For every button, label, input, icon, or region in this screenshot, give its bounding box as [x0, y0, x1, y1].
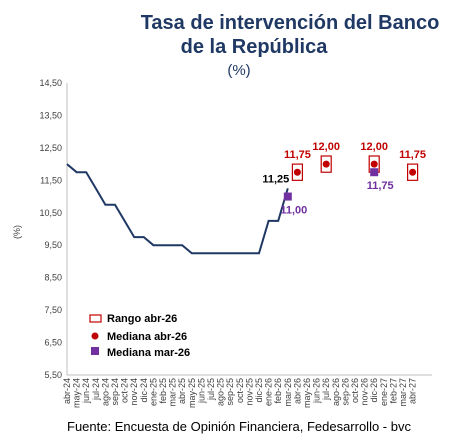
median-dot [322, 160, 330, 168]
x-tick-label: nov-25 [244, 378, 254, 406]
x-tick-labels: abr-24 may-24 jun-24 jul-24 ago-24 sep-24 oct-… [62, 378, 418, 408]
range-boxes [291, 155, 419, 181]
median-square [370, 168, 379, 177]
legend-swatch-median-apr [91, 332, 99, 340]
median-dot [293, 168, 301, 176]
median-dot [409, 168, 417, 176]
median-dots [293, 160, 417, 176]
x-tick-label: oct-25 [235, 378, 245, 403]
data-label-median-apr: 12,00 [312, 141, 340, 153]
x-tick-label: ene-25 [148, 378, 158, 406]
x-tick-label: jun-26 [312, 378, 322, 404]
x-tick-label: jun-25 [196, 378, 206, 404]
x-tick-label: ago-24 [100, 378, 110, 406]
x-tick-label: feb-27 [388, 378, 398, 404]
median-square [283, 192, 292, 201]
data-label-median-apr: 11,75 [399, 149, 426, 161]
range-box [320, 155, 332, 173]
chart-unit: (%) [227, 62, 250, 79]
x-tick-label: ene-27 [379, 378, 389, 406]
x-tick-label: mar-26 [283, 378, 293, 407]
legend-swatch-median-mar [91, 347, 99, 355]
x-tick-label: jul-26 [321, 378, 331, 401]
y-tick-label: 8,50 [44, 273, 62, 283]
x-tick-label: dic-25 [254, 378, 264, 403]
x-tick-label: feb-26 [273, 378, 283, 404]
data-label-median-apr: 12,00 [360, 141, 388, 153]
data-label-median-apr: 11,75 [284, 149, 311, 161]
x-tick-label: jul-25 [206, 378, 216, 401]
chart-title: Tasa de intervención del Banco [141, 12, 440, 34]
x-tick-label: may-25 [187, 378, 197, 408]
x-tick-label: dic-24 [139, 378, 149, 403]
x-tick-label: abr-25 [177, 378, 187, 404]
chart-title-line2: de la República [181, 36, 329, 58]
x-tick-label: oct-24 [120, 378, 130, 403]
x-tick-label: sep-24 [110, 378, 120, 406]
x-tick-label: abr-27 [408, 378, 418, 404]
series-line-policy-rate [66, 163, 289, 255]
legend: Rango abr-26 Mediana abr-26 Mediana mar-… [89, 313, 190, 359]
x-tick-label: sep-26 [340, 378, 350, 406]
data-label-last-value: 11,25 [262, 173, 289, 185]
x-tick-label: abr-24 [62, 378, 72, 404]
data-label-median-mar: 11,00 [280, 205, 307, 217]
x-tick-label: nov-24 [129, 378, 139, 406]
y-tick-label: 13,50 [39, 110, 62, 120]
y-tick-label: 11,50 [40, 175, 62, 185]
x-tick-label: may-26 [302, 378, 312, 408]
legend-label-range: Rango abr-26 [107, 313, 177, 325]
y-tick-label: 10,50 [39, 208, 62, 218]
data-label-median-mar: 11,75 [367, 180, 394, 192]
x-tick-label: may-24 [72, 378, 82, 408]
legend-label-median-mar: Mediana mar-26 [107, 347, 190, 359]
median-squares [283, 168, 379, 201]
y-tick-label: 6,50 [44, 338, 62, 348]
y-tick-label: 12,50 [39, 143, 62, 153]
x-tick-label: feb-25 [158, 378, 168, 404]
source-note: Fuente: Encuesta de Opinión Financiera, … [67, 419, 411, 434]
y-tick-label: 9,50 [44, 240, 62, 250]
legend-label-median-apr: Mediana abr-26 [107, 331, 187, 343]
range-box [291, 163, 303, 181]
y-axis-label: (%) [12, 225, 22, 239]
x-tick-label: ene-26 [264, 378, 274, 406]
median-dot [370, 160, 378, 168]
x-tick-label: mar-25 [168, 378, 178, 407]
x-tick-label: ago-25 [216, 378, 226, 406]
x-tick-label: abr-26 [292, 378, 302, 404]
y-tick-label: 5,50 [44, 370, 62, 380]
x-tick-label: mar-27 [398, 378, 408, 407]
legend-swatch-range [89, 314, 102, 323]
x-tick-label: nov-26 [360, 378, 370, 406]
y-tick-labels: 14,50 13,50 12,50 11,50 10,50 9,50 8,50 7,50 6,5… [39, 78, 62, 380]
x-tick-label: ago-26 [331, 378, 341, 406]
range-box [407, 163, 419, 181]
y-tick-label: 7,50 [44, 305, 62, 315]
x-tick-label: oct-26 [350, 378, 360, 403]
x-tick-label: sep-25 [225, 378, 235, 406]
y-tick-label: 14,50 [39, 78, 62, 88]
x-tick-label: jun-24 [81, 378, 91, 404]
x-tick-label: jul-24 [91, 378, 101, 401]
x-tick-label: dic-26 [369, 378, 379, 403]
